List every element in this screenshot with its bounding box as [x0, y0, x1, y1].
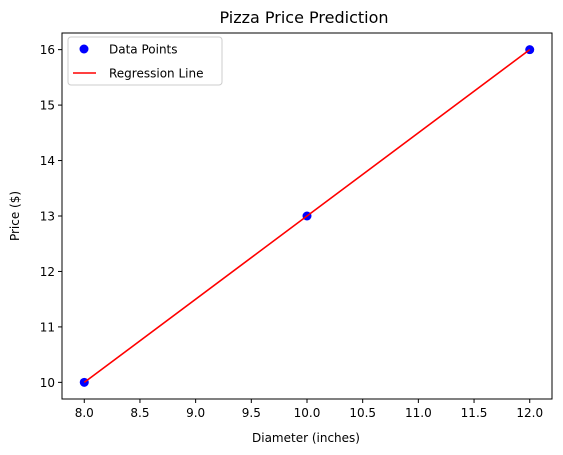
y-tick-label: 11 — [40, 320, 55, 334]
x-tick-label: 10.5 — [349, 406, 376, 420]
regression-line — [83, 48, 531, 384]
x-tick-label: 8.0 — [75, 406, 94, 420]
y-tick-label: 16 — [40, 43, 55, 57]
y-tick-label: 13 — [40, 210, 55, 224]
series-layer — [79, 45, 535, 387]
legend-frame — [67, 36, 223, 86]
y-tick-label: 10 — [40, 376, 55, 390]
x-tick-label: 10.0 — [294, 406, 321, 420]
x-axis-label: Diameter (inches) — [252, 431, 360, 445]
legend-label-regression-line: Regression Line — [109, 67, 203, 81]
y-axis: 10 11 12 13 14 15 16 — [40, 43, 62, 390]
x-tick-label: 8.5 — [130, 406, 149, 420]
x-tick-label: 11.0 — [405, 406, 432, 420]
x-tick-label: 9.5 — [242, 406, 261, 420]
y-axis-label: Price ($) — [8, 191, 22, 241]
x-tick-label: 11.5 — [461, 406, 488, 420]
y-tick-label: 15 — [40, 99, 55, 113]
x-tick-label: 9.0 — [186, 406, 205, 420]
x-axis: 8.0 8.5 9.0 9.5 10.0 10.5 11.0 11.5 12.0 — [75, 399, 543, 420]
y-tick-label: 12 — [40, 265, 55, 279]
legend: Data Points Regression Line — [67, 36, 223, 86]
legend-marker-data-points — [79, 44, 89, 54]
x-tick-label: 12.0 — [516, 406, 543, 420]
legend-label-data-points: Data Points — [109, 43, 178, 57]
plot-area: 8.0 8.5 9.0 9.5 10.0 10.5 11.0 11.5 12.0 1011121… — [40, 32, 553, 420]
y-tick-label: 14 — [40, 154, 55, 168]
chart-title: Pizza Price Prediction — [219, 8, 388, 27]
